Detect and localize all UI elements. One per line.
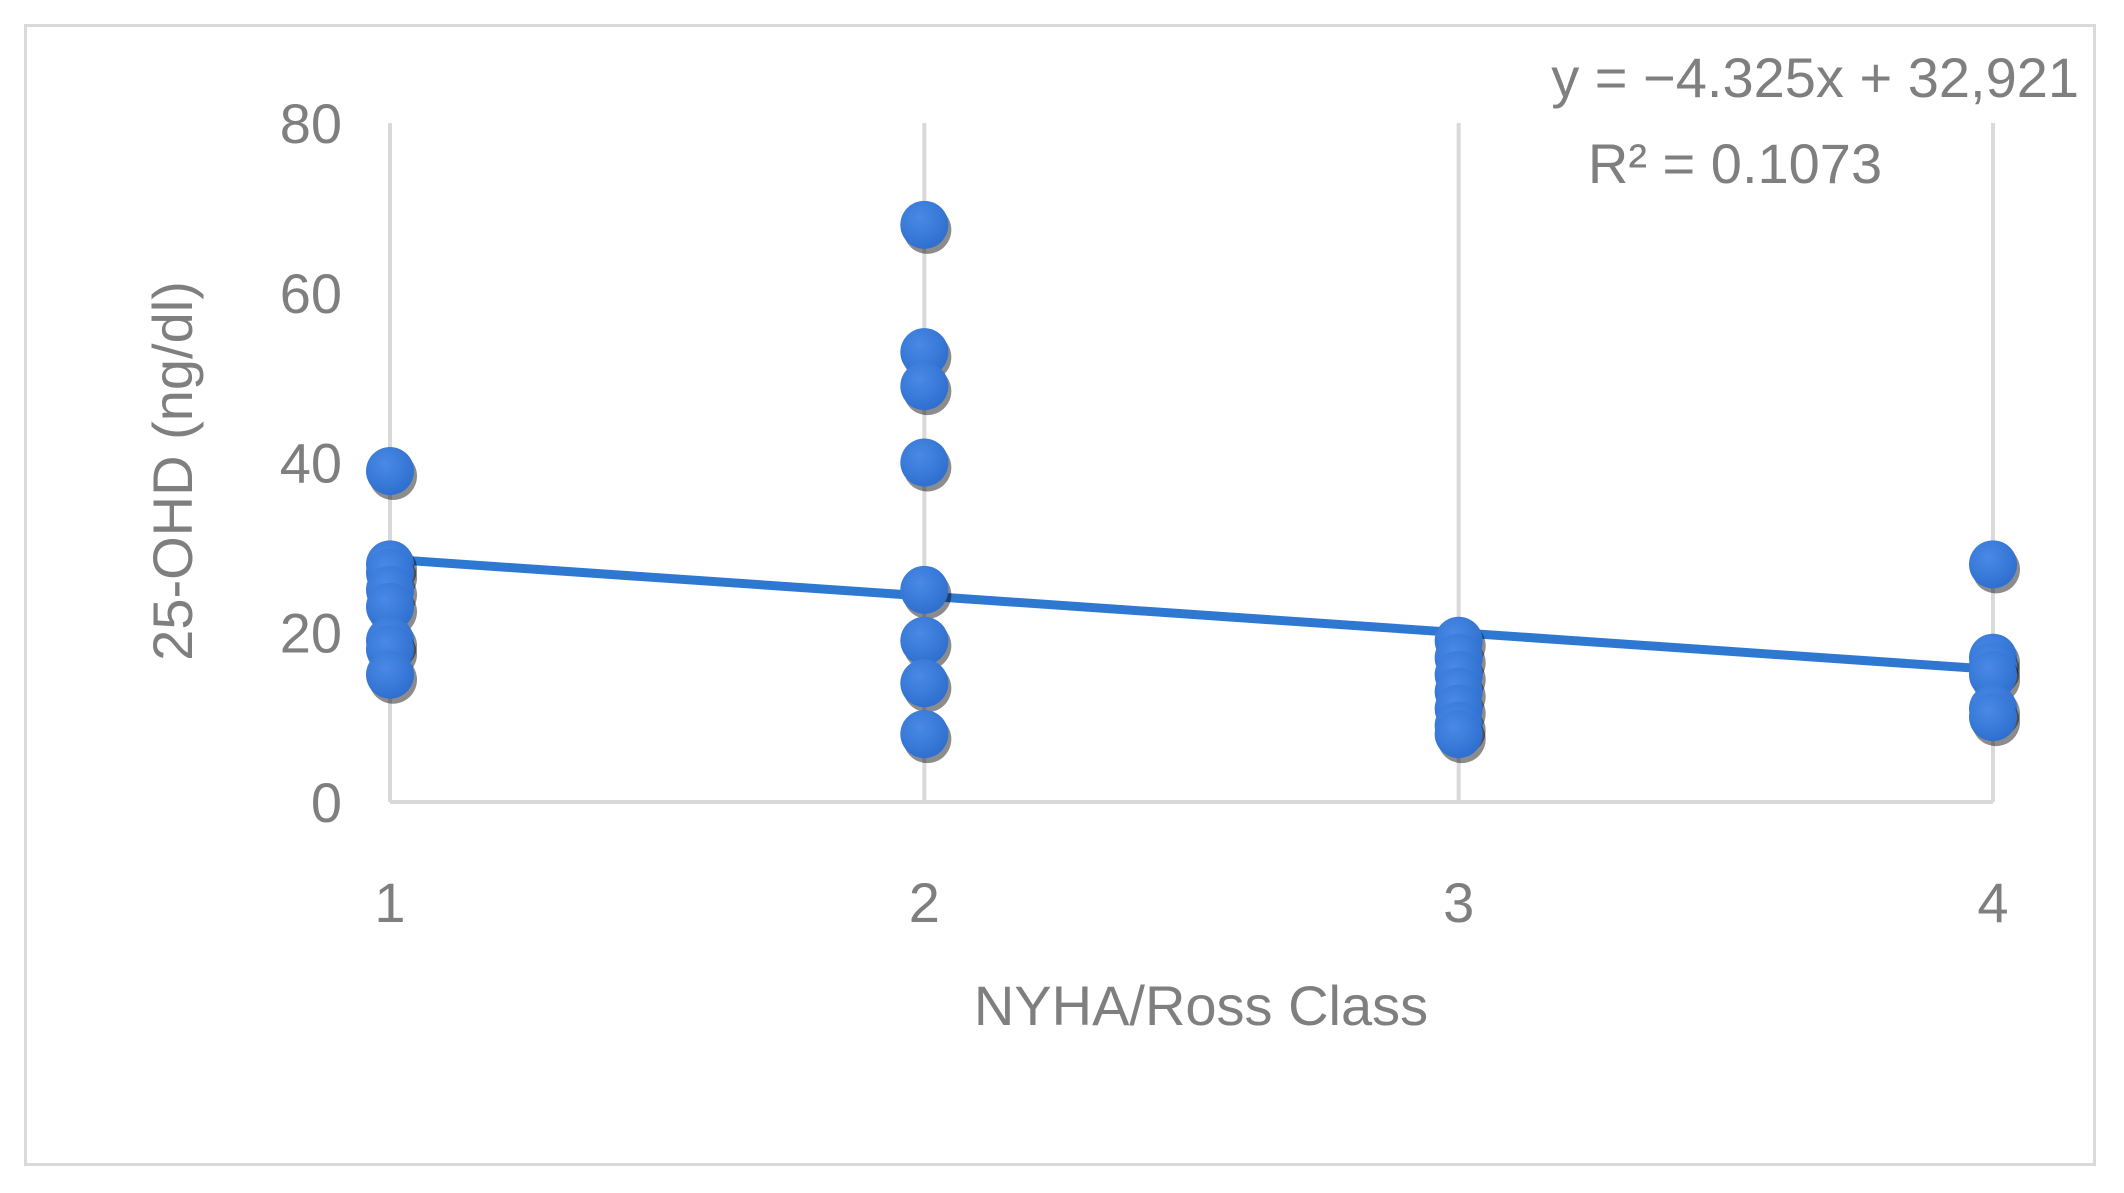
x-tick-label: 4	[1977, 871, 2008, 934]
y-axis-title: 25-OHD (ng/dl)	[141, 281, 204, 661]
data-points	[366, 200, 2020, 764]
y-tick-label: 80	[280, 92, 342, 155]
y-tick-label: 0	[311, 771, 342, 834]
trendline-equation: y = −4.325x + 32,921	[1551, 46, 2079, 109]
x-tick-label: 3	[1443, 871, 1474, 934]
y-tick-label: 20	[280, 601, 342, 664]
data-point	[900, 565, 949, 614]
chart-frame: 1 2 3 4 0 20 40 60 80 25-OHD (ng/dl) NYHA/Ross C…	[24, 24, 2096, 1166]
gridlines	[388, 123, 1995, 802]
data-point	[900, 659, 949, 708]
y-tick-label: 40	[280, 432, 342, 495]
data-point	[900, 200, 949, 249]
trendline-r-squared: R² = 0.1073	[1588, 132, 1882, 195]
data-point	[900, 616, 949, 665]
data-point	[366, 582, 414, 631]
data-point	[1969, 650, 2017, 699]
data-point	[900, 328, 949, 377]
data-point	[366, 446, 414, 495]
x-tick-label: 2	[909, 871, 940, 934]
data-point	[900, 710, 949, 759]
data-point	[1434, 710, 1483, 759]
data-point	[366, 650, 414, 699]
data-point	[1969, 693, 2017, 742]
trendline	[385, 554, 1998, 674]
x-axis-title: NYHA/Ross Class	[974, 974, 1428, 1037]
x-tick-label: 1	[374, 871, 405, 934]
data-point	[1969, 540, 2017, 589]
data-point	[900, 438, 949, 487]
trendline-line	[385, 554, 1998, 674]
data-point	[900, 362, 949, 411]
y-tick-label: 60	[280, 262, 342, 325]
